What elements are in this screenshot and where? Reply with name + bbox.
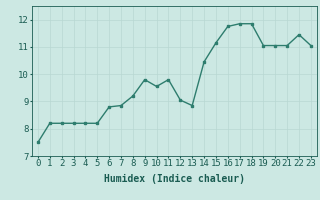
- X-axis label: Humidex (Indice chaleur): Humidex (Indice chaleur): [104, 174, 245, 184]
